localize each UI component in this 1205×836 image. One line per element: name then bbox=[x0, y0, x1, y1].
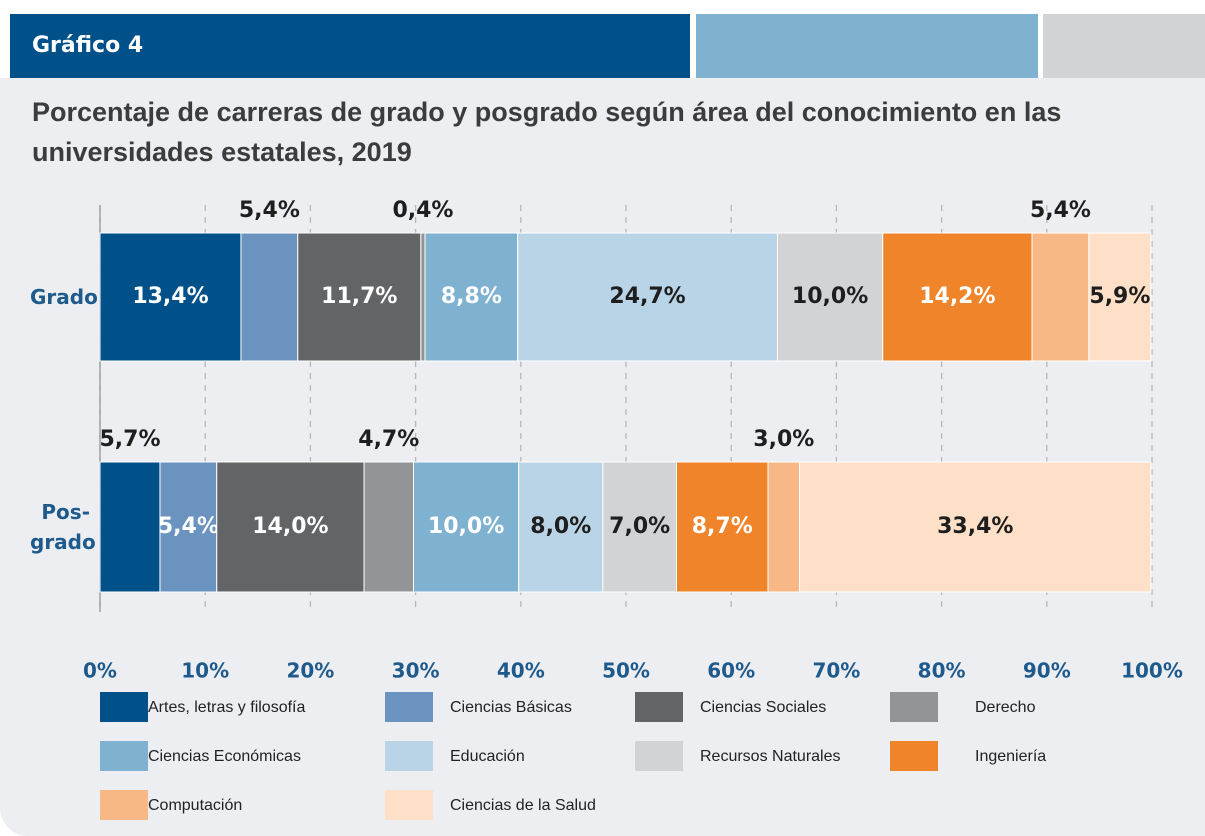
value-label: 8,7% bbox=[692, 514, 753, 539]
value-label: 8,0% bbox=[530, 514, 591, 539]
legend-label: Ciencias Básicas bbox=[450, 699, 572, 716]
value-label: 10,0% bbox=[792, 284, 868, 309]
bar-segment bbox=[363, 461, 414, 593]
legend-swatch bbox=[100, 790, 148, 820]
value-label: 5,4% bbox=[158, 514, 219, 539]
legend-label: Artes, letras y filosofía bbox=[148, 699, 305, 716]
bar-segment bbox=[767, 461, 801, 593]
legend-swatch bbox=[890, 741, 938, 771]
legend-swatch bbox=[385, 741, 433, 771]
bar-segment bbox=[517, 232, 778, 362]
legend-swatch bbox=[385, 790, 433, 820]
value-label: 0,4% bbox=[392, 198, 453, 223]
bar-segment bbox=[799, 461, 1152, 593]
bar-segment bbox=[240, 232, 299, 362]
legend-label: Ciencias de la Salud bbox=[450, 797, 596, 814]
bar-segment bbox=[1088, 232, 1152, 362]
bar-segment bbox=[99, 461, 161, 593]
chart-title: Porcentaje de carreras de grado y posgra… bbox=[32, 97, 1062, 167]
x-tick-label: 70% bbox=[812, 659, 860, 683]
bar-segment bbox=[776, 232, 884, 362]
bar-segment bbox=[159, 461, 218, 593]
bar-segment bbox=[882, 232, 1033, 362]
value-label: 4,7% bbox=[358, 427, 419, 452]
value-label: 14,2% bbox=[919, 284, 995, 309]
x-tick-label: 50% bbox=[602, 659, 650, 683]
value-label: 7,0% bbox=[609, 514, 670, 539]
value-label: 24,7% bbox=[609, 284, 685, 309]
panel bbox=[0, 78, 1205, 836]
value-label: 10,0% bbox=[428, 514, 504, 539]
bar-segment bbox=[420, 232, 426, 362]
category-label: Pos-grado bbox=[30, 500, 96, 554]
legend-label: Computación bbox=[148, 797, 242, 814]
value-label: 11,7% bbox=[321, 284, 397, 309]
category-label: Grado bbox=[30, 285, 98, 309]
value-label: 33,4% bbox=[937, 514, 1013, 539]
legend-label: Educación bbox=[450, 748, 525, 765]
bar-segment bbox=[297, 232, 422, 362]
value-label: 14,0% bbox=[252, 514, 328, 539]
bar-segment bbox=[1031, 232, 1090, 362]
x-tick-label: 100% bbox=[1121, 659, 1183, 683]
value-label: 13,4% bbox=[132, 284, 208, 309]
value-label: 8,8% bbox=[441, 284, 502, 309]
x-tick-label: 60% bbox=[707, 659, 755, 683]
header-band bbox=[1043, 14, 1205, 78]
legend-label: Ciencias Económicas bbox=[148, 748, 301, 765]
legend-swatch bbox=[100, 692, 148, 722]
legend-label: Derecho bbox=[975, 699, 1036, 716]
legend-swatch bbox=[635, 692, 683, 722]
legend-swatch bbox=[100, 741, 148, 771]
value-label: 5,4% bbox=[239, 198, 300, 223]
bar-segment bbox=[216, 461, 365, 593]
x-tick-label: 80% bbox=[918, 659, 966, 683]
header-band bbox=[10, 14, 690, 78]
x-tick-label: 30% bbox=[392, 659, 440, 683]
legend-swatch bbox=[890, 692, 938, 722]
bar-segment bbox=[518, 461, 604, 593]
legend-label: Ciencias Sociales bbox=[700, 699, 826, 716]
value-label: 5,7% bbox=[99, 427, 160, 452]
x-tick-label: 0% bbox=[83, 659, 117, 683]
value-label: 3,0% bbox=[753, 427, 814, 452]
legend-swatch bbox=[385, 692, 433, 722]
legend-swatch bbox=[635, 741, 683, 771]
x-tick-label: 10% bbox=[181, 659, 229, 683]
header-band bbox=[696, 14, 1038, 78]
legend-label: Recursos Naturales bbox=[700, 748, 841, 765]
x-tick-label: 90% bbox=[1023, 659, 1071, 683]
value-label: 5,4% bbox=[1030, 198, 1091, 223]
value-label: 5,9% bbox=[1089, 284, 1150, 309]
x-tick-label: 20% bbox=[286, 659, 334, 683]
x-tick-label: 40% bbox=[497, 659, 545, 683]
header-label: Gráfico 4 bbox=[32, 33, 144, 58]
bar-segment bbox=[99, 232, 242, 362]
legend-label: Ingeniería bbox=[975, 748, 1046, 765]
bar-segment bbox=[675, 461, 769, 593]
